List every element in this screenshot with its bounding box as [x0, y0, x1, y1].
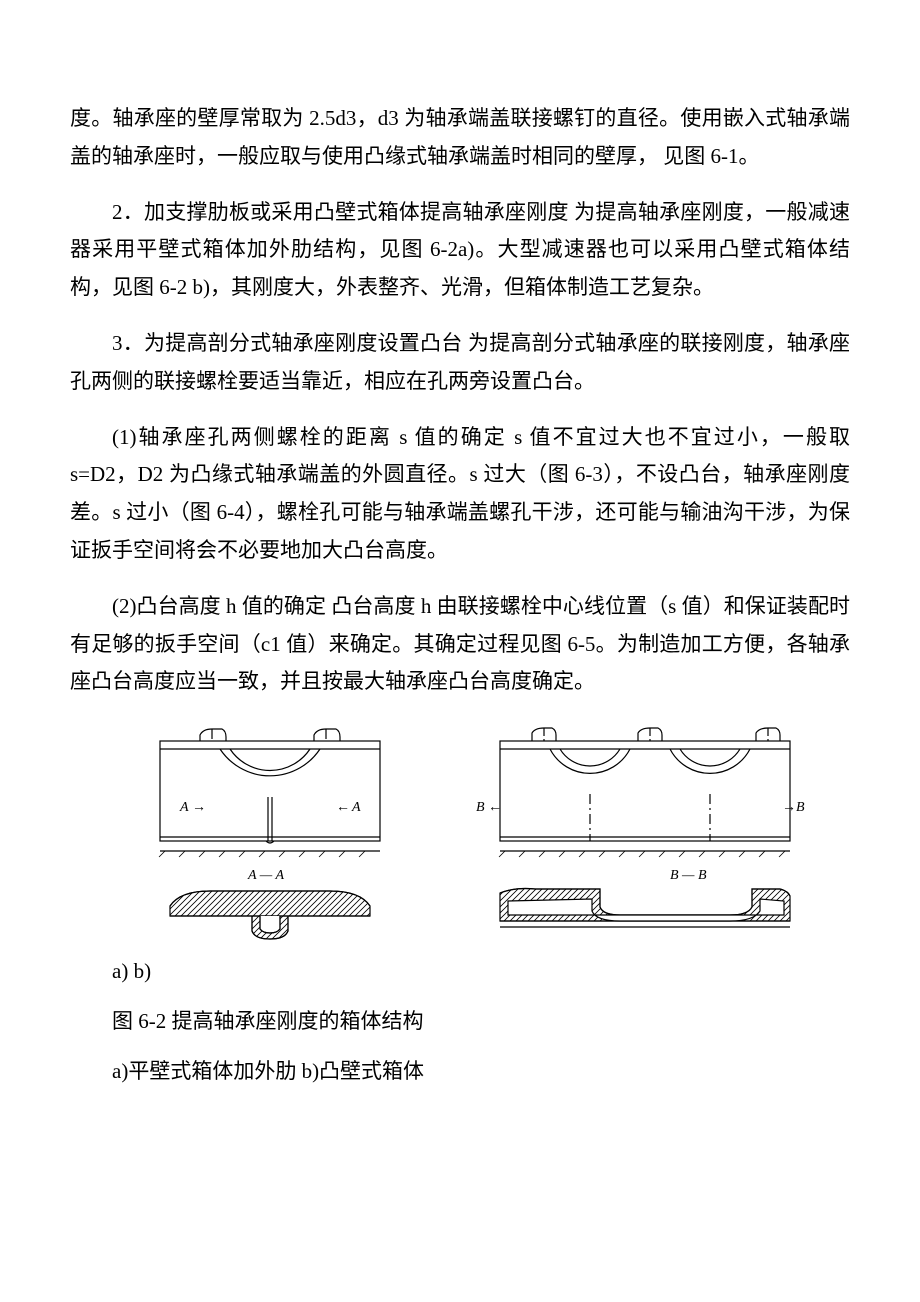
paragraph-4: (1)轴承座孔两侧螺栓的距离 s 值的确定 s 值不宜过大也不宜过小，一般取 s…: [70, 419, 850, 570]
svg-text:A — A: A — A: [247, 868, 284, 883]
svg-text:←: ←: [336, 800, 350, 815]
caption-sub: a)平壁式箱体加外肋 b)凸壁式箱体: [70, 1053, 850, 1091]
paragraph-3: 3．为提高剖分式轴承座刚度设置凸台 为提高剖分式轴承座的联接刚度，轴承座孔两侧的…: [70, 325, 850, 401]
svg-text:→: →: [782, 800, 796, 815]
paragraph-2: 2．加支撑肋板或采用凸壁式箱体提高轴承座刚度 为提高轴承座刚度，一般减速器采用平…: [70, 194, 850, 307]
caption-figure-6-2: 图 6-2 提高轴承座刚度的箱体结构: [70, 1003, 850, 1041]
paragraph-1: 度。轴承座的壁厚常取为 2.5d3，d3 为轴承端盖联接螺钉的直径。使用嵌入式轴…: [70, 100, 850, 176]
caption-ab: a) b): [70, 953, 850, 991]
figures-container: A → ← A A — A: [130, 721, 850, 941]
figure-a-panel: A → ← A A — A: [130, 721, 410, 941]
figure-b-svg: B ← → B B — B: [470, 721, 810, 941]
svg-text:B: B: [476, 800, 485, 815]
svg-text:A: A: [351, 800, 361, 815]
paragraph-5: (2)凸台高度 h 值的确定 凸台高度 h 由联接螺栓中心线位置（s 值）和保证…: [70, 588, 850, 701]
figure-b-panel: B ← → B B — B: [470, 721, 810, 941]
svg-text:A: A: [179, 800, 189, 815]
svg-text:B — B: B — B: [670, 868, 707, 883]
svg-text:B: B: [796, 800, 805, 815]
svg-text:→: →: [192, 800, 206, 815]
svg-text:←: ←: [488, 800, 502, 815]
figure-a-svg: A → ← A A — A: [130, 721, 410, 941]
